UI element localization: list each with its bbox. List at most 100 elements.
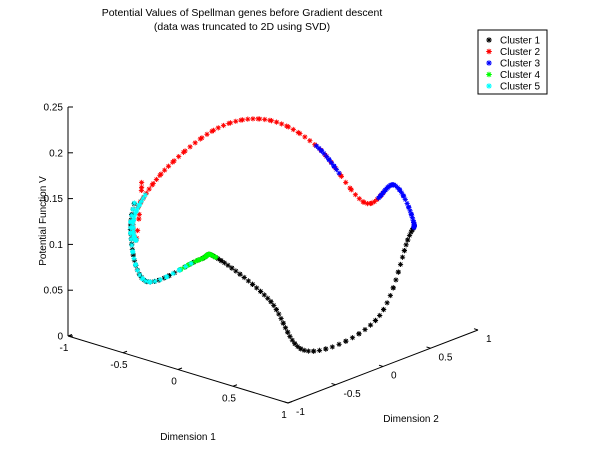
data-point-cluster-3 [321,150,327,157]
data-point-cluster-1 [406,232,413,239]
data-point-cluster-3 [326,156,332,162]
x-tick-label: 0.5 [222,393,236,404]
data-point-cluster-5 [137,272,143,278]
data-point-cluster-1 [395,269,401,275]
data-point-cluster-1 [336,341,342,347]
data-point-cluster-1 [292,341,298,347]
data-point-cluster-1 [316,347,323,354]
data-point-cluster-2 [348,187,354,193]
data-point-cluster-1 [218,258,224,264]
data-point-cluster-3 [410,217,416,223]
data-point-cluster-5 [127,225,134,231]
data-point-cluster-1 [221,260,228,266]
data-point-cluster-3 [409,214,415,221]
data-point-cluster-5 [130,221,136,227]
legend-marker-cluster-2 [486,48,492,55]
data-point-cluster-2 [371,199,378,205]
y-axis-label: Dimension 2 [383,414,439,425]
data-point-cluster-1 [399,254,406,260]
data-point-cluster-1 [397,261,404,268]
data-point-cluster-3 [328,160,335,166]
data-point-cluster-5 [130,217,137,223]
y-tick-label: -1 [296,407,305,418]
y-tick-label: -0.5 [344,389,362,400]
data-point-cluster-5 [132,236,138,242]
data-point-cluster-1 [380,306,387,313]
legend-label-cluster-3: Cluster 3 [500,59,540,70]
data-point-cluster-1 [408,229,414,235]
data-point-cluster-3 [323,153,330,160]
data-point-cluster-1 [254,285,260,291]
data-point-cluster-1 [295,343,301,350]
data-point-cluster-2 [226,120,232,127]
data-point-cluster-2 [250,116,256,122]
data-point-cluster-2 [165,163,172,169]
data-point-cluster-1 [401,248,408,254]
data-point-cluster-2 [209,128,215,134]
data-point-cluster-5 [128,236,134,242]
data-point-cluster-4 [186,262,192,268]
data-point-cluster-2 [227,120,234,126]
data-point-cluster-1 [282,325,289,331]
data-point-cluster-2 [273,119,280,125]
legend-label-cluster-5: Cluster 5 [500,82,540,93]
data-point-cluster-2 [262,116,268,123]
z-tick-label: 0.2 [49,148,63,159]
data-point-cluster-3 [404,200,410,207]
data-point-cluster-2 [245,116,251,122]
data-point-cluster-4 [192,258,198,264]
data-point-cluster-5 [129,242,135,248]
y-tick-mark [473,328,479,331]
data-point-cluster-5 [133,208,140,214]
z-axis-label: Potential Function V [38,176,49,266]
data-point-cluster-2 [302,134,308,140]
data-point-cluster-2 [297,130,303,137]
data-point-cluster-2 [338,173,344,179]
tick-marks [67,106,479,404]
y-tick-mark [426,346,431,349]
data-point-cluster-3 [398,190,405,196]
data-point-cluster-1 [377,312,383,319]
data-point-cluster-2 [134,227,141,234]
data-point-cluster-5 [130,224,136,231]
data-point-cluster-2 [204,131,210,137]
data-point-cluster-1 [289,337,295,343]
data-point-cluster-2 [199,135,205,141]
data-point-cluster-5 [163,274,169,280]
data-point-cluster-1 [271,302,277,309]
data-point-cluster-2 [233,118,239,124]
data-point-cluster-3 [396,186,403,193]
data-point-cluster-5 [132,261,139,267]
chart-title-line-1: Potential Values of Spellman genes befor… [102,7,383,19]
x-tick-label: -1 [60,343,69,354]
data-point-cluster-1 [215,256,221,262]
data-point-cluster-1 [356,331,362,337]
data-point-cluster-5 [128,230,134,236]
data-point-cluster-1 [261,292,267,298]
data-point-cluster-1 [405,237,411,243]
data-point-cluster-1 [268,299,274,305]
data-point-cluster-1 [287,333,293,339]
data-point-cluster-2 [361,199,367,205]
legend-label-cluster-1: Cluster 1 [500,36,540,47]
data-point-cluster-5 [129,212,135,219]
data-point-cluster-2 [138,187,145,194]
axes-group [67,106,479,404]
legend-marker-cluster-1 [486,37,492,43]
data-point-cluster-2 [279,121,285,127]
x-axis-label: Dimension 1 [160,432,216,443]
data-point-cluster-3 [336,170,342,176]
data-point-cluster-2 [210,127,217,133]
data-point-cluster-1 [298,346,304,352]
data-point-cluster-2 [176,153,182,160]
data-point-cluster-3 [392,183,399,189]
data-point-cluster-2 [240,117,246,123]
data-point-cluster-2 [158,171,164,177]
data-point-cluster-3 [333,166,340,173]
data-point-cluster-1 [171,270,178,276]
data-point-cluster-1 [362,326,368,333]
legend-marker-cluster-4 [486,71,492,78]
data-point-cluster-1 [367,322,374,328]
